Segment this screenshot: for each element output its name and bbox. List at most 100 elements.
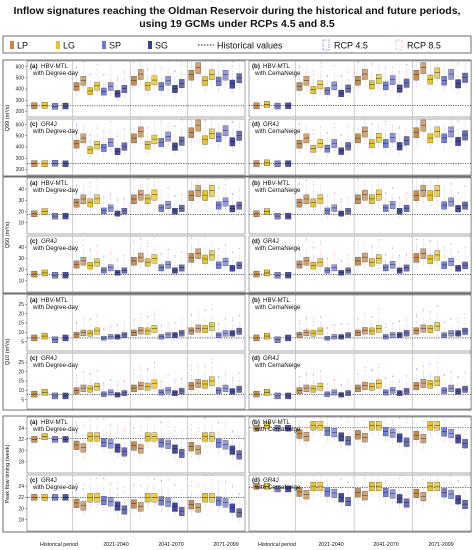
legend-label-historical: Historical values — [217, 41, 283, 51]
box-body — [73, 260, 80, 269]
box-lp-rcp85 — [420, 119, 427, 140]
box-sp-rcp45 — [215, 122, 222, 149]
box-outlier — [218, 481, 220, 483]
box-outlier — [429, 363, 431, 365]
box-outlier — [406, 254, 408, 256]
box-outlier — [429, 311, 431, 313]
box-outlier — [190, 369, 192, 371]
box-sp-rcp85 — [389, 375, 396, 398]
box-body — [222, 257, 229, 267]
box-outlier — [319, 62, 321, 64]
box-body — [131, 76, 137, 86]
box-outlier — [450, 184, 452, 186]
box-outlier — [231, 194, 233, 196]
box-outlier — [117, 135, 119, 137]
box-body — [355, 194, 361, 205]
legend-label-lg: LG — [63, 41, 75, 51]
box-outlier — [298, 184, 300, 186]
box-body — [434, 482, 441, 492]
box-outlier — [399, 72, 401, 74]
box-outlier — [305, 180, 307, 182]
box-body — [396, 142, 403, 151]
box-outlier — [123, 128, 125, 130]
box-sg-rcp45 — [455, 376, 461, 399]
box-outlier — [225, 372, 227, 374]
box-body — [209, 376, 215, 387]
box-outlier — [457, 318, 459, 320]
box-body — [236, 73, 242, 84]
box-lg-rcp85 — [317, 241, 324, 272]
box-body — [195, 185, 201, 197]
box-outlier — [312, 247, 314, 249]
box-outlier — [312, 70, 314, 72]
box-lp-rcp45 — [413, 479, 420, 504]
box-outlier — [197, 309, 199, 311]
box-outlier — [153, 362, 155, 364]
box-body — [317, 482, 324, 492]
box-body — [331, 264, 338, 272]
box-outlier — [406, 484, 408, 486]
box-body — [441, 488, 447, 498]
box-body — [448, 429, 454, 439]
panel-method-label: with Degree-day — [32, 70, 79, 77]
box-sg-rcp85 — [403, 375, 410, 399]
box-body — [345, 390, 351, 396]
box-outlier — [333, 254, 335, 256]
box-outlier — [378, 239, 380, 241]
box-outlier — [312, 374, 314, 376]
box-body — [73, 332, 80, 338]
box-outlier — [415, 369, 417, 371]
box-lg-rcp85 — [94, 418, 100, 448]
box-sg-rcp45 — [455, 251, 461, 276]
box-outlier — [103, 418, 105, 420]
y-tick-label: 5 — [21, 339, 24, 345]
box-body — [296, 429, 303, 439]
box-outlier — [464, 484, 466, 486]
box-sp-rcp85 — [389, 480, 396, 505]
box-body — [209, 432, 215, 442]
box-body — [369, 194, 375, 204]
box-sp-rcp85 — [165, 61, 171, 92]
box-outlier — [340, 76, 342, 78]
box-outlier — [298, 123, 300, 125]
box-body — [427, 380, 434, 389]
y-tick-label: 400 — [16, 87, 25, 93]
box-outlier — [211, 478, 213, 480]
box-lg-rcp45 — [202, 475, 208, 509]
box-outlier — [406, 317, 408, 319]
box-outlier — [225, 243, 227, 245]
box-outlier — [160, 67, 162, 69]
box-sg-rcp85 — [236, 63, 242, 90]
box-sg-rcp85 — [121, 128, 128, 156]
box-body — [94, 493, 100, 503]
box-lp-rcp85 — [195, 483, 201, 519]
box-sp-rcp45 — [441, 374, 447, 398]
box-body — [222, 384, 229, 392]
box-outlier — [357, 178, 359, 180]
box-body — [229, 445, 236, 455]
box-sp-rcp45 — [441, 479, 447, 504]
box-lp-rcp45 — [188, 119, 195, 145]
box-lg-rcp45 — [202, 179, 208, 208]
box-body — [158, 264, 165, 272]
box-sp-rcp85 — [331, 324, 338, 343]
panel-model-label: GR4J — [41, 355, 57, 362]
box-outlier — [225, 374, 227, 376]
box-sp-rcp45 — [324, 75, 331, 100]
box-outlier — [103, 197, 105, 199]
box-body — [222, 498, 229, 508]
box-body — [389, 428, 396, 438]
box-outlier — [211, 308, 213, 310]
x-label-left-2021: 2021-2040 — [103, 542, 128, 548]
box-body — [441, 261, 447, 269]
box-sg-rcp45 — [229, 484, 236, 519]
box-outlier — [110, 251, 112, 253]
box-lp-rcp85 — [138, 237, 144, 269]
box-outlier — [76, 245, 78, 247]
box-outlier — [190, 424, 192, 426]
box-outlier — [103, 327, 105, 329]
y-tick-label: 40 — [18, 187, 24, 193]
y-tick-label: 25 — [18, 302, 24, 308]
box-outlier — [160, 381, 162, 383]
